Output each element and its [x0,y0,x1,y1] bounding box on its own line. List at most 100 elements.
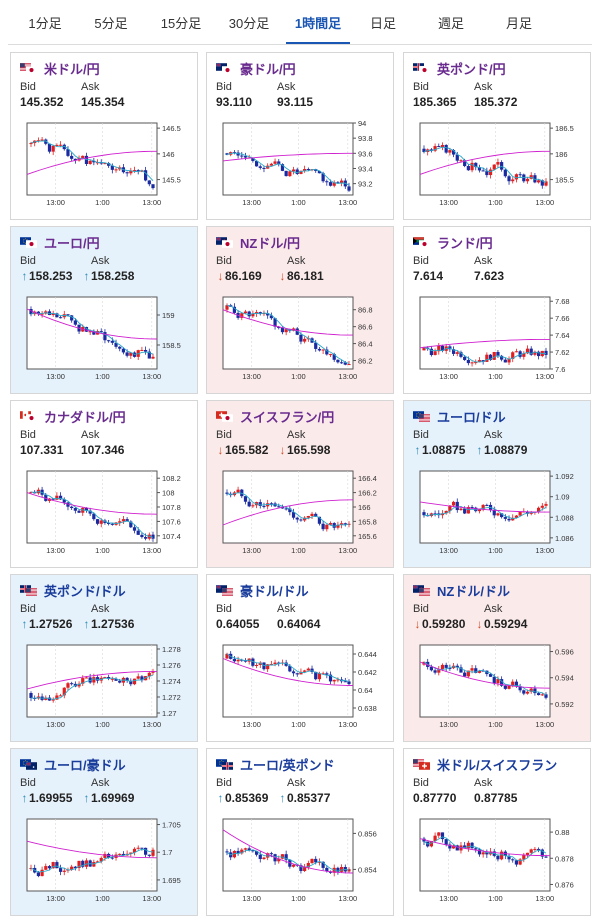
candle-body [317,516,322,524]
chart-plot-area [26,644,158,718]
rate-card[interactable]: ユーロ/円 Bid Ask ↑ 158.253 ↑ 158.258 159 158.5 13:00… [10,226,198,394]
candle-body [284,329,288,333]
rate-card[interactable]: ランド/円 Bid Ask 7.614 7.623 7.68 7.66 7.64 7.62 7.6… [403,226,591,394]
rate-card[interactable]: NZドル/ドル Bid Ask ↓ 0.59280 ↓ 0.59294 0.596 0.594 0… [403,574,591,742]
candle-body [474,848,478,850]
tab-monthly[interactable]: 月足 [505,16,532,31]
y-tick-label: 1.274 [162,677,181,686]
candle-body [347,681,351,685]
rate-card[interactable]: 米ドル/スイスフラン Bid Ask 0.87770 0.87785 0.88 0.878 0… [403,748,591,916]
candle-body [537,693,541,696]
ask-value-text: 165.598 [287,443,331,457]
x-tick-label: 13:00 [142,198,161,207]
candle-body [306,516,310,518]
candle-body [317,673,322,680]
candle-body [95,861,100,863]
currency-pair-link[interactable]: ユーロ/ドル [437,410,506,425]
short-ma-line [226,152,350,186]
candle-body [437,669,441,673]
candle-body [51,862,55,869]
candle-body [325,673,329,675]
currency-pair-link[interactable]: スイスフラン/円 [240,410,335,425]
candle-body [88,160,92,164]
x-tick-label: 13:00 [242,198,261,207]
candle-body [151,671,155,673]
tab-30min[interactable]: 30分足 [228,16,270,31]
currency-pair-link[interactable]: NZドル/円 [240,236,300,251]
candle-body [70,683,74,685]
ask-label: Ask [474,81,493,93]
price-chart[interactable]: 0.856 0.854 13:00 1:00 13:00 [217,817,387,907]
rate-card[interactable]: NZドル/円 Bid Ask ↓ 86.169 ↓ 86.181 86.8 86.6 86.4 86… [206,226,394,394]
candle-body [92,160,96,163]
price-chart[interactable]: 146.5 146 145.5 13:00 1:00 13:00 [21,121,191,211]
price-chart[interactable]: 186.5 186 185.5 13:00 1:00 13:00 [414,121,584,211]
tab-5min[interactable]: 5分足 [94,16,128,31]
short-ma-line [423,661,547,696]
ask-value: ↑ 1.69969 [82,791,135,805]
rate-card[interactable]: 英ポンド/円 Bid Ask 185.365 185.372 186.5 186 185.5 1… [403,52,591,220]
currency-pair-link[interactable]: 豪ドル/円 [240,62,296,77]
candle-body [463,845,467,849]
currency-flags-icon [413,585,430,596]
candle-body [503,359,507,363]
candle-body [492,509,496,516]
rate-card[interactable]: ユーロ/英ポンド Bid Ask ↑ 0.85369 ↑ 0.85377 0.856 0.854… [206,748,394,916]
tab-15min[interactable]: 15分足 [160,16,202,31]
candle-body [485,171,489,176]
currency-pair-link[interactable]: ランド/円 [437,236,493,251]
y-tick-label: 1.27 [162,709,177,718]
rate-card[interactable]: スイスフラン/円 Bid Ask ↓ 165.582 ↓ 165.598 166.4 166.2… [206,400,394,568]
long-ma-line [419,338,550,349]
rate-card[interactable]: 米ドル/円 Bid Ask 145.352 145.354 146.5 146 145.5 13… [10,52,198,220]
rate-card[interactable]: ユーロ/ドル Bid Ask ↑ 1.08875 ↑ 1.08879 1.092 1.09 1.0… [403,400,591,568]
rate-card[interactable]: 英ポンド/ドル Bid Ask ↑ 1.27526 ↑ 1.27536 1.278 1.276 1… [10,574,198,742]
candle-body [136,170,140,172]
tab-1min[interactable]: 1分足 [28,16,62,31]
price-chart[interactable]: 0.596 0.594 0.592 13:00 1:00 13:00 [414,643,584,733]
bid-value: 0.64055 [216,617,259,631]
candle-body [284,662,288,666]
rate-card[interactable]: カナダドル/円 Bid Ask 107.331 107.346 108.2 108 107.8… [10,400,198,568]
rate-card[interactable]: 豪ドル/円 Bid Ask 93.110 93.115 94 93.8 93.6 93.4 93.… [206,52,394,220]
x-tick-label: 1:00 [95,198,110,207]
rate-card[interactable]: 豪ドル/ドル Bid Ask 0.64055 0.64064 0.644 0.642 0.64… [206,574,394,742]
ask-value: 0.87785 [474,791,517,805]
candle-body [232,850,236,858]
price-chart[interactable]: 159 158.5 13:00 1:00 13:00 [21,295,191,385]
candle-body [544,856,548,858]
currency-pair-link[interactable]: NZドル/ドル [437,584,510,599]
price-chart[interactable]: 86.886.686.486.213:00 1:00 13:00 [217,295,387,385]
currency-pair-link[interactable]: 英ポンド/ドル [44,584,126,599]
bid-value: ↑ 1.69955 [20,791,73,805]
x-tick-label: 13:00 [338,546,357,555]
currency-pair-link[interactable]: 米ドル/スイスフラン [437,758,558,773]
currency-pair-link[interactable]: ユーロ/英ポンド [240,758,335,773]
currency-pair-link[interactable]: 豪ドル/ドル [240,584,309,599]
currency-pair-link[interactable]: 英ポンド/円 [437,62,506,77]
currency-pair-link[interactable]: カナダドル/円 [44,410,126,425]
candle-body [328,354,333,356]
price-chart[interactable]: 7.687.667.647.627.613:00 1:00 13:00 [414,295,584,385]
tab-1hour[interactable]: 1時間足 [286,0,350,44]
tab-weekly[interactable]: 週足 [437,16,464,31]
tab-daily[interactable]: 日足 [369,16,396,31]
currency-pair-link[interactable]: ユーロ/豪ドル [44,758,126,773]
currency-pair-link[interactable]: ユーロ/円 [44,236,100,251]
y-tick-label: 0.64 [358,686,373,695]
candle-body [88,677,92,683]
candle-body [537,848,541,850]
rate-card[interactable]: ユーロ/豪ドル Bid Ask ↑ 1.69955 ↑ 1.69969 1.705 1.7 1.6… [10,748,198,916]
y-tick-label: 86.4 [358,340,373,349]
candle-body [525,348,530,354]
candle-body [343,681,347,683]
currency-pair-link[interactable]: 米ドル/円 [44,62,100,77]
